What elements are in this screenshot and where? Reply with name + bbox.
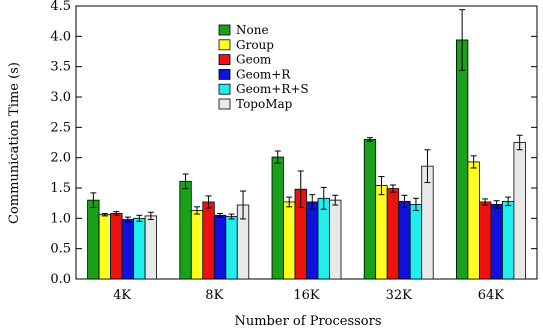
y-tick-label: 3.5 bbox=[50, 60, 71, 75]
legend-swatch-topomap bbox=[218, 98, 231, 110]
bar-geom-r-s-4k bbox=[133, 217, 146, 280]
bar-geom-r-8k bbox=[213, 214, 227, 280]
legend-swatch-geom bbox=[218, 54, 231, 65]
y-tick-label: 1.5 bbox=[50, 181, 71, 196]
bar-none-32k bbox=[363, 139, 377, 280]
y-tick-label: 4.0 bbox=[50, 29, 71, 44]
bar-topomap-64k bbox=[513, 142, 526, 280]
bar-geom-32k bbox=[386, 188, 400, 280]
bar-geom-r-64k bbox=[490, 203, 503, 280]
bar-topomap-4k bbox=[144, 215, 158, 280]
x-tick-label: 32K bbox=[386, 288, 413, 303]
bar-group-8k bbox=[190, 210, 204, 280]
y-axis-ticks: 0.0 0.5 1.0 1.5 2.0 2.5 3.0 3.5 4.0 4.5 bbox=[50, 0, 537, 287]
legend-swatch-none bbox=[218, 24, 231, 36]
legend-label-geom-r: Geom+R bbox=[236, 67, 291, 81]
legend-label-group: Group bbox=[236, 38, 274, 52]
y-tick-label: 2.5 bbox=[50, 120, 71, 135]
y-tick-label: 0.0 bbox=[50, 272, 71, 287]
y-tick-label: 3.0 bbox=[50, 90, 71, 105]
bar-none-64k bbox=[455, 39, 469, 280]
y-tick-label: 1.0 bbox=[50, 211, 71, 226]
bar-geom-r-s-16k bbox=[317, 197, 330, 280]
bar-topomap-16k bbox=[329, 199, 342, 280]
bar-group-32k bbox=[375, 185, 388, 280]
bar-geom-r-s-8k bbox=[225, 216, 238, 280]
bar-geom-r-32k bbox=[398, 200, 411, 280]
bar-geom-r-s-32k bbox=[409, 203, 423, 280]
x-tick-label: 16K bbox=[293, 288, 320, 303]
y-axis-label: Communication Time (s) bbox=[7, 62, 22, 224]
bar-geom-64k bbox=[478, 201, 492, 280]
legend-swatch-geom-r bbox=[218, 69, 231, 80]
bar-none-16k bbox=[271, 156, 284, 280]
y-tick-label: 2.0 bbox=[50, 151, 71, 166]
bar-geom-8k bbox=[202, 201, 215, 280]
bars bbox=[87, 39, 526, 280]
bar-geom-r-16k bbox=[306, 201, 319, 280]
legend-label-geom-r-s: Geom+R+S bbox=[236, 82, 309, 96]
legend-swatch-geom-r-s bbox=[218, 83, 231, 95]
legend-label-geom: Geom bbox=[236, 53, 272, 67]
legend-swatch-group bbox=[218, 39, 231, 51]
bar-none-4k bbox=[87, 199, 100, 280]
bar-group-16k bbox=[283, 201, 296, 280]
bar-geom-4k bbox=[110, 213, 123, 280]
legend-label-topomap: TopoMap bbox=[236, 97, 293, 111]
bar-group-64k bbox=[467, 161, 480, 280]
legend-label-none: None bbox=[236, 23, 269, 37]
bar-topomap-32k bbox=[421, 165, 434, 280]
y-tick-label: 0.5 bbox=[50, 242, 71, 257]
x-axis-ticks: 4K 8K 16K 32K 64K bbox=[113, 288, 504, 303]
x-tick-label: 4K bbox=[113, 288, 131, 303]
error-bars bbox=[90, 9, 523, 223]
y-tick-label: 4.5 bbox=[50, 0, 71, 14]
bar-group-4k bbox=[98, 214, 111, 280]
x-axis-label: Number of Processors bbox=[234, 314, 381, 329]
bar-geom-r-4k bbox=[121, 219, 134, 280]
x-tick-label: 64K bbox=[478, 288, 505, 303]
bar-geom-r-s-64k bbox=[501, 200, 515, 280]
bar-none-8k bbox=[179, 180, 192, 280]
x-tick-label: 8K bbox=[205, 288, 223, 303]
